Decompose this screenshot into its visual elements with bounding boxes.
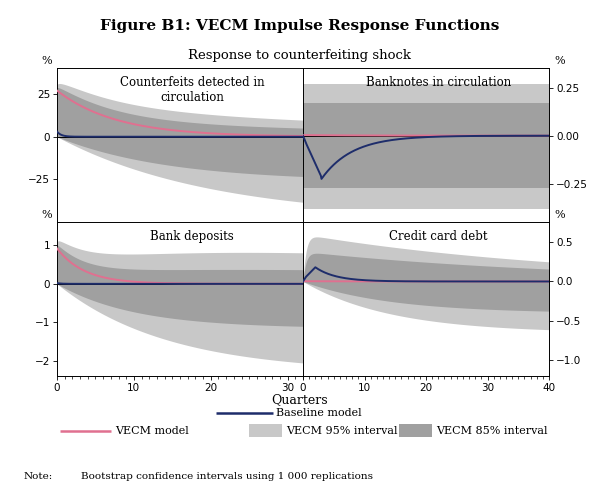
Text: Bootstrap confidence intervals using 1 000 replications: Bootstrap confidence intervals using 1 0… bbox=[81, 472, 373, 481]
Text: Bank deposits: Bank deposits bbox=[151, 230, 234, 243]
Text: %: % bbox=[554, 56, 565, 66]
Text: Response to counterfeiting shock: Response to counterfeiting shock bbox=[188, 50, 412, 62]
Text: Quarters: Quarters bbox=[272, 394, 328, 406]
Text: Figure B1: VECM Impulse Response Functions: Figure B1: VECM Impulse Response Functio… bbox=[100, 19, 500, 33]
Text: Credit card debt: Credit card debt bbox=[389, 230, 488, 243]
Text: VECM 95% interval: VECM 95% interval bbox=[286, 426, 398, 436]
Text: %: % bbox=[41, 56, 52, 66]
Text: VECM 85% interval: VECM 85% interval bbox=[436, 426, 548, 436]
Text: VECM model: VECM model bbox=[115, 426, 189, 436]
Text: Banknotes in circulation: Banknotes in circulation bbox=[365, 76, 511, 89]
Text: Note:: Note: bbox=[24, 472, 53, 481]
Text: Counterfeits detected in
circulation: Counterfeits detected in circulation bbox=[120, 76, 265, 104]
Text: %: % bbox=[554, 210, 565, 220]
Text: Baseline model: Baseline model bbox=[276, 408, 362, 418]
Text: %: % bbox=[41, 210, 52, 220]
